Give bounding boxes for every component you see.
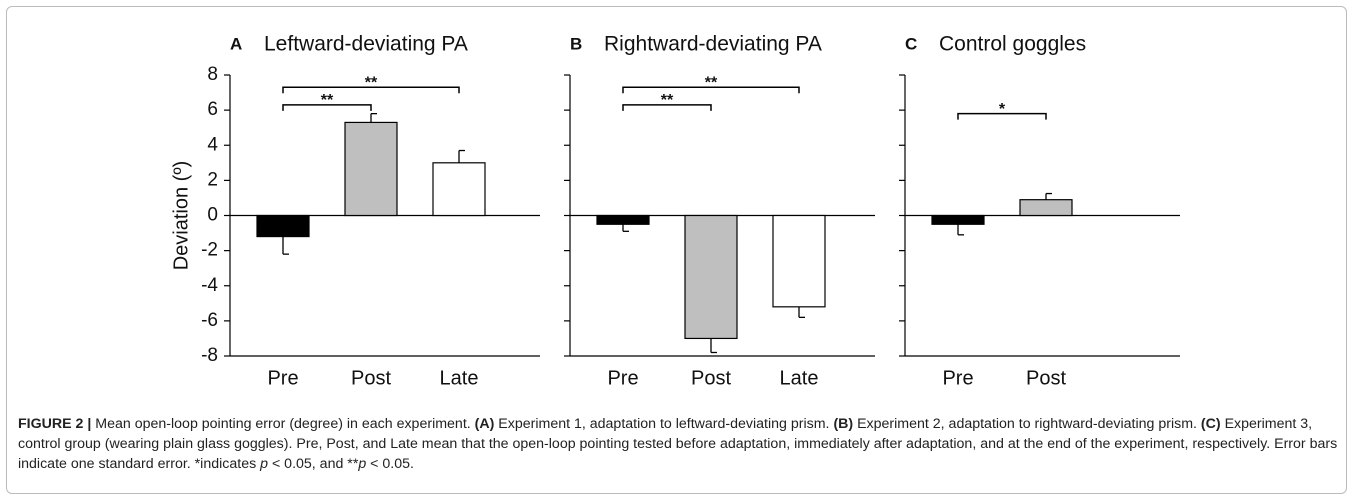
caption-text: Mean open-loop pointing error (degree) i… [95, 416, 475, 432]
y-tick-label: -8 [201, 345, 218, 366]
caption: FIGURE 2 | Mean open-loop pointing error… [18, 414, 1340, 474]
caption-text: Experiment 3, control group (wearing pla… [18, 416, 1338, 472]
caption-text: Experiment 2, adaptation to rightward-de… [853, 416, 1201, 432]
panel-title: Leftward-deviating PA [264, 33, 468, 56]
x-tick-label: Post [351, 367, 391, 389]
significance-label: * [999, 101, 1006, 118]
bar [344, 121, 398, 217]
y-tick-label: 0 [207, 205, 218, 226]
y-tick-label: 4 [207, 134, 218, 155]
y-tick-label: -6 [201, 310, 218, 331]
caption-text: < 0.05, and ** [268, 456, 359, 472]
significance-label: ** [321, 92, 334, 109]
significance-label: ** [365, 75, 378, 92]
y-tick-label: 6 [207, 99, 218, 120]
bar [772, 214, 826, 308]
caption-text: < 0.05. [366, 456, 414, 472]
x-tick-label: Post [691, 367, 731, 389]
caption-text: FIGURE 2 | [18, 416, 96, 432]
caption-text: (A) [474, 416, 495, 432]
significance-bracket [622, 86, 800, 94]
panel-label: C [905, 34, 917, 53]
caption-text: Experiment 1, adaptation to leftward-dev… [494, 416, 834, 432]
x-tick-label: Late [440, 367, 479, 389]
panel-title: Rightward-deviating PA [604, 33, 822, 56]
bar [596, 214, 650, 225]
panel-label: B [570, 34, 582, 53]
bar [684, 214, 738, 340]
significance-label: ** [661, 92, 674, 109]
x-tick-label: Post [1026, 367, 1066, 389]
x-tick-label: Pre [607, 367, 638, 389]
y-tick-label: -4 [201, 275, 218, 296]
bar [256, 214, 310, 238]
caption-text: (C) [1200, 416, 1221, 432]
bar [931, 214, 985, 225]
x-tick-label: Late [780, 367, 819, 389]
x-tick-label: Pre [267, 367, 298, 389]
bar [432, 162, 486, 217]
caption-text: (B) [833, 416, 854, 432]
panel-title: Control goggles [939, 33, 1086, 56]
x-tick-label: Pre [942, 367, 973, 389]
y-tick-label: 8 [207, 64, 218, 85]
significance-bracket [282, 86, 460, 94]
bar [1019, 199, 1073, 217]
caption-text: p [358, 456, 367, 472]
caption-text: p [260, 456, 269, 472]
y-tick-label: 2 [207, 169, 218, 190]
significance-bracket [622, 104, 712, 111]
y-axis-label: Deviation (º) [170, 161, 192, 271]
figure-frame [6, 6, 1347, 494]
significance-bracket [957, 112, 1047, 120]
significance-bracket [282, 104, 372, 111]
significance-label: ** [705, 75, 718, 92]
y-tick-label: -2 [201, 240, 218, 261]
panel-label: A [230, 34, 242, 53]
chart: A Leftward-deviating PA Deviation (º) -8 -6 -… [170, 33, 1180, 389]
